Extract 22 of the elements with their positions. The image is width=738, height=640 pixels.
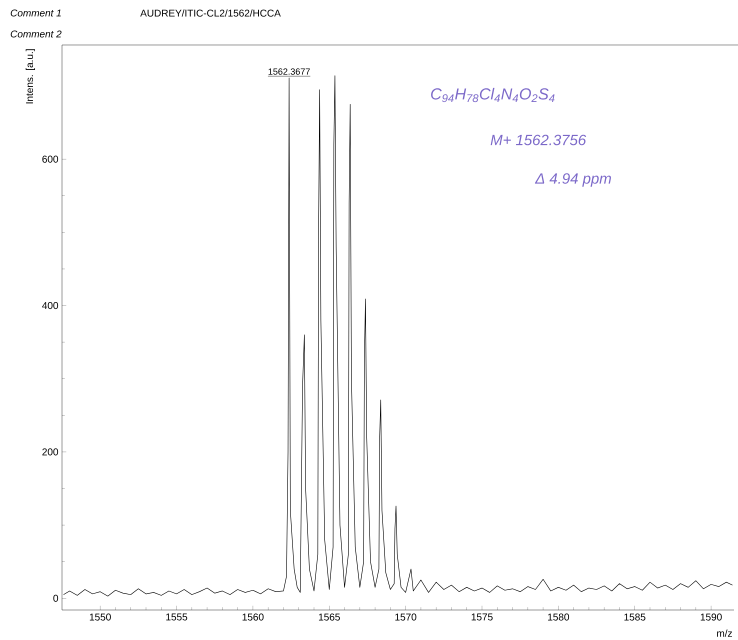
- y-axis-title: Intens. [a.u.]: [26, 49, 36, 104]
- text: Comment 1: [10, 9, 61, 17]
- annotation: 1562.3677: [268, 68, 310, 75]
- y-tick-label: 400: [42, 302, 58, 310]
- x-axis-title: m/z: [717, 630, 732, 637]
- x-tick-label: 1570: [395, 614, 416, 621]
- text: AUDREY/ITIC-CL2/1562/HCCA: [140, 9, 281, 17]
- y-tick-label: 600: [42, 156, 58, 163]
- x-tick-label: 1580: [548, 614, 570, 621]
- x-tick-label: 1550: [90, 614, 111, 621]
- x-tick-label: 1590: [700, 614, 722, 621]
- x-tick-label: 1575: [472, 614, 493, 620]
- x-tick-label: 1565: [318, 614, 340, 621]
- annotation: Δ 4.94 ppm: [534, 173, 611, 187]
- x-tick-label: 1560: [242, 614, 264, 621]
- text: C$_{94}$H$_{78}$Cl$_{4}$N$_{4}$O$_{2}$S$_{4}$: [431, 88, 555, 102]
- x-tick-label: 1585: [624, 614, 646, 621]
- y-tick-label: 200: [42, 448, 58, 456]
- text: Comment 2: [10, 30, 62, 38]
- annotation: M+ 1562.3756: [490, 134, 586, 146]
- y-tick-label: 0: [53, 594, 58, 602]
- x-tick-label: 1555: [166, 614, 188, 620]
